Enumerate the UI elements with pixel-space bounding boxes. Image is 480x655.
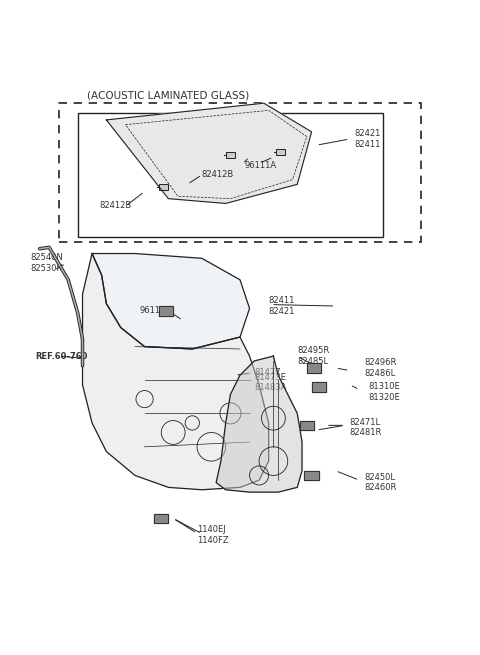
Text: 82495R
82485L: 82495R 82485L [297,346,329,366]
Text: 96111A: 96111A [140,307,172,315]
Polygon shape [107,103,312,204]
Text: 82411
82421: 82411 82421 [269,296,295,316]
Text: 82412B: 82412B [202,170,234,179]
Polygon shape [304,471,319,480]
Polygon shape [92,253,250,349]
Text: 82412B: 82412B [99,201,132,210]
Text: 82496R
82486L: 82496R 82486L [364,358,396,378]
Polygon shape [154,514,168,523]
Polygon shape [312,383,326,392]
Bar [276,149,285,155]
Text: REF.60-760: REF.60-760 [35,352,87,361]
Text: 82540N
82530N: 82540N 82530N [30,253,63,272]
Text: 96111A: 96111A [245,160,277,170]
Text: 82450L
82460R: 82450L 82460R [364,473,396,493]
Polygon shape [307,364,321,373]
Text: 81310E
81320E: 81310E 81320E [369,383,401,402]
Text: 81477: 81477 [254,368,281,377]
Bar [159,183,168,189]
Polygon shape [216,356,302,492]
Polygon shape [300,421,314,430]
Polygon shape [83,253,269,490]
Bar [226,151,235,158]
Text: 82421
82411: 82421 82411 [355,129,381,149]
Text: (ACOUSTIC LAMINATED GLASS): (ACOUSTIC LAMINATED GLASS) [87,91,250,101]
Polygon shape [159,306,173,316]
Text: 81473E
81483A: 81473E 81483A [254,373,287,392]
Text: 1140EJ
1140FZ: 1140EJ 1140FZ [197,525,228,545]
Text: 82471L
82481R: 82471L 82481R [350,418,382,438]
